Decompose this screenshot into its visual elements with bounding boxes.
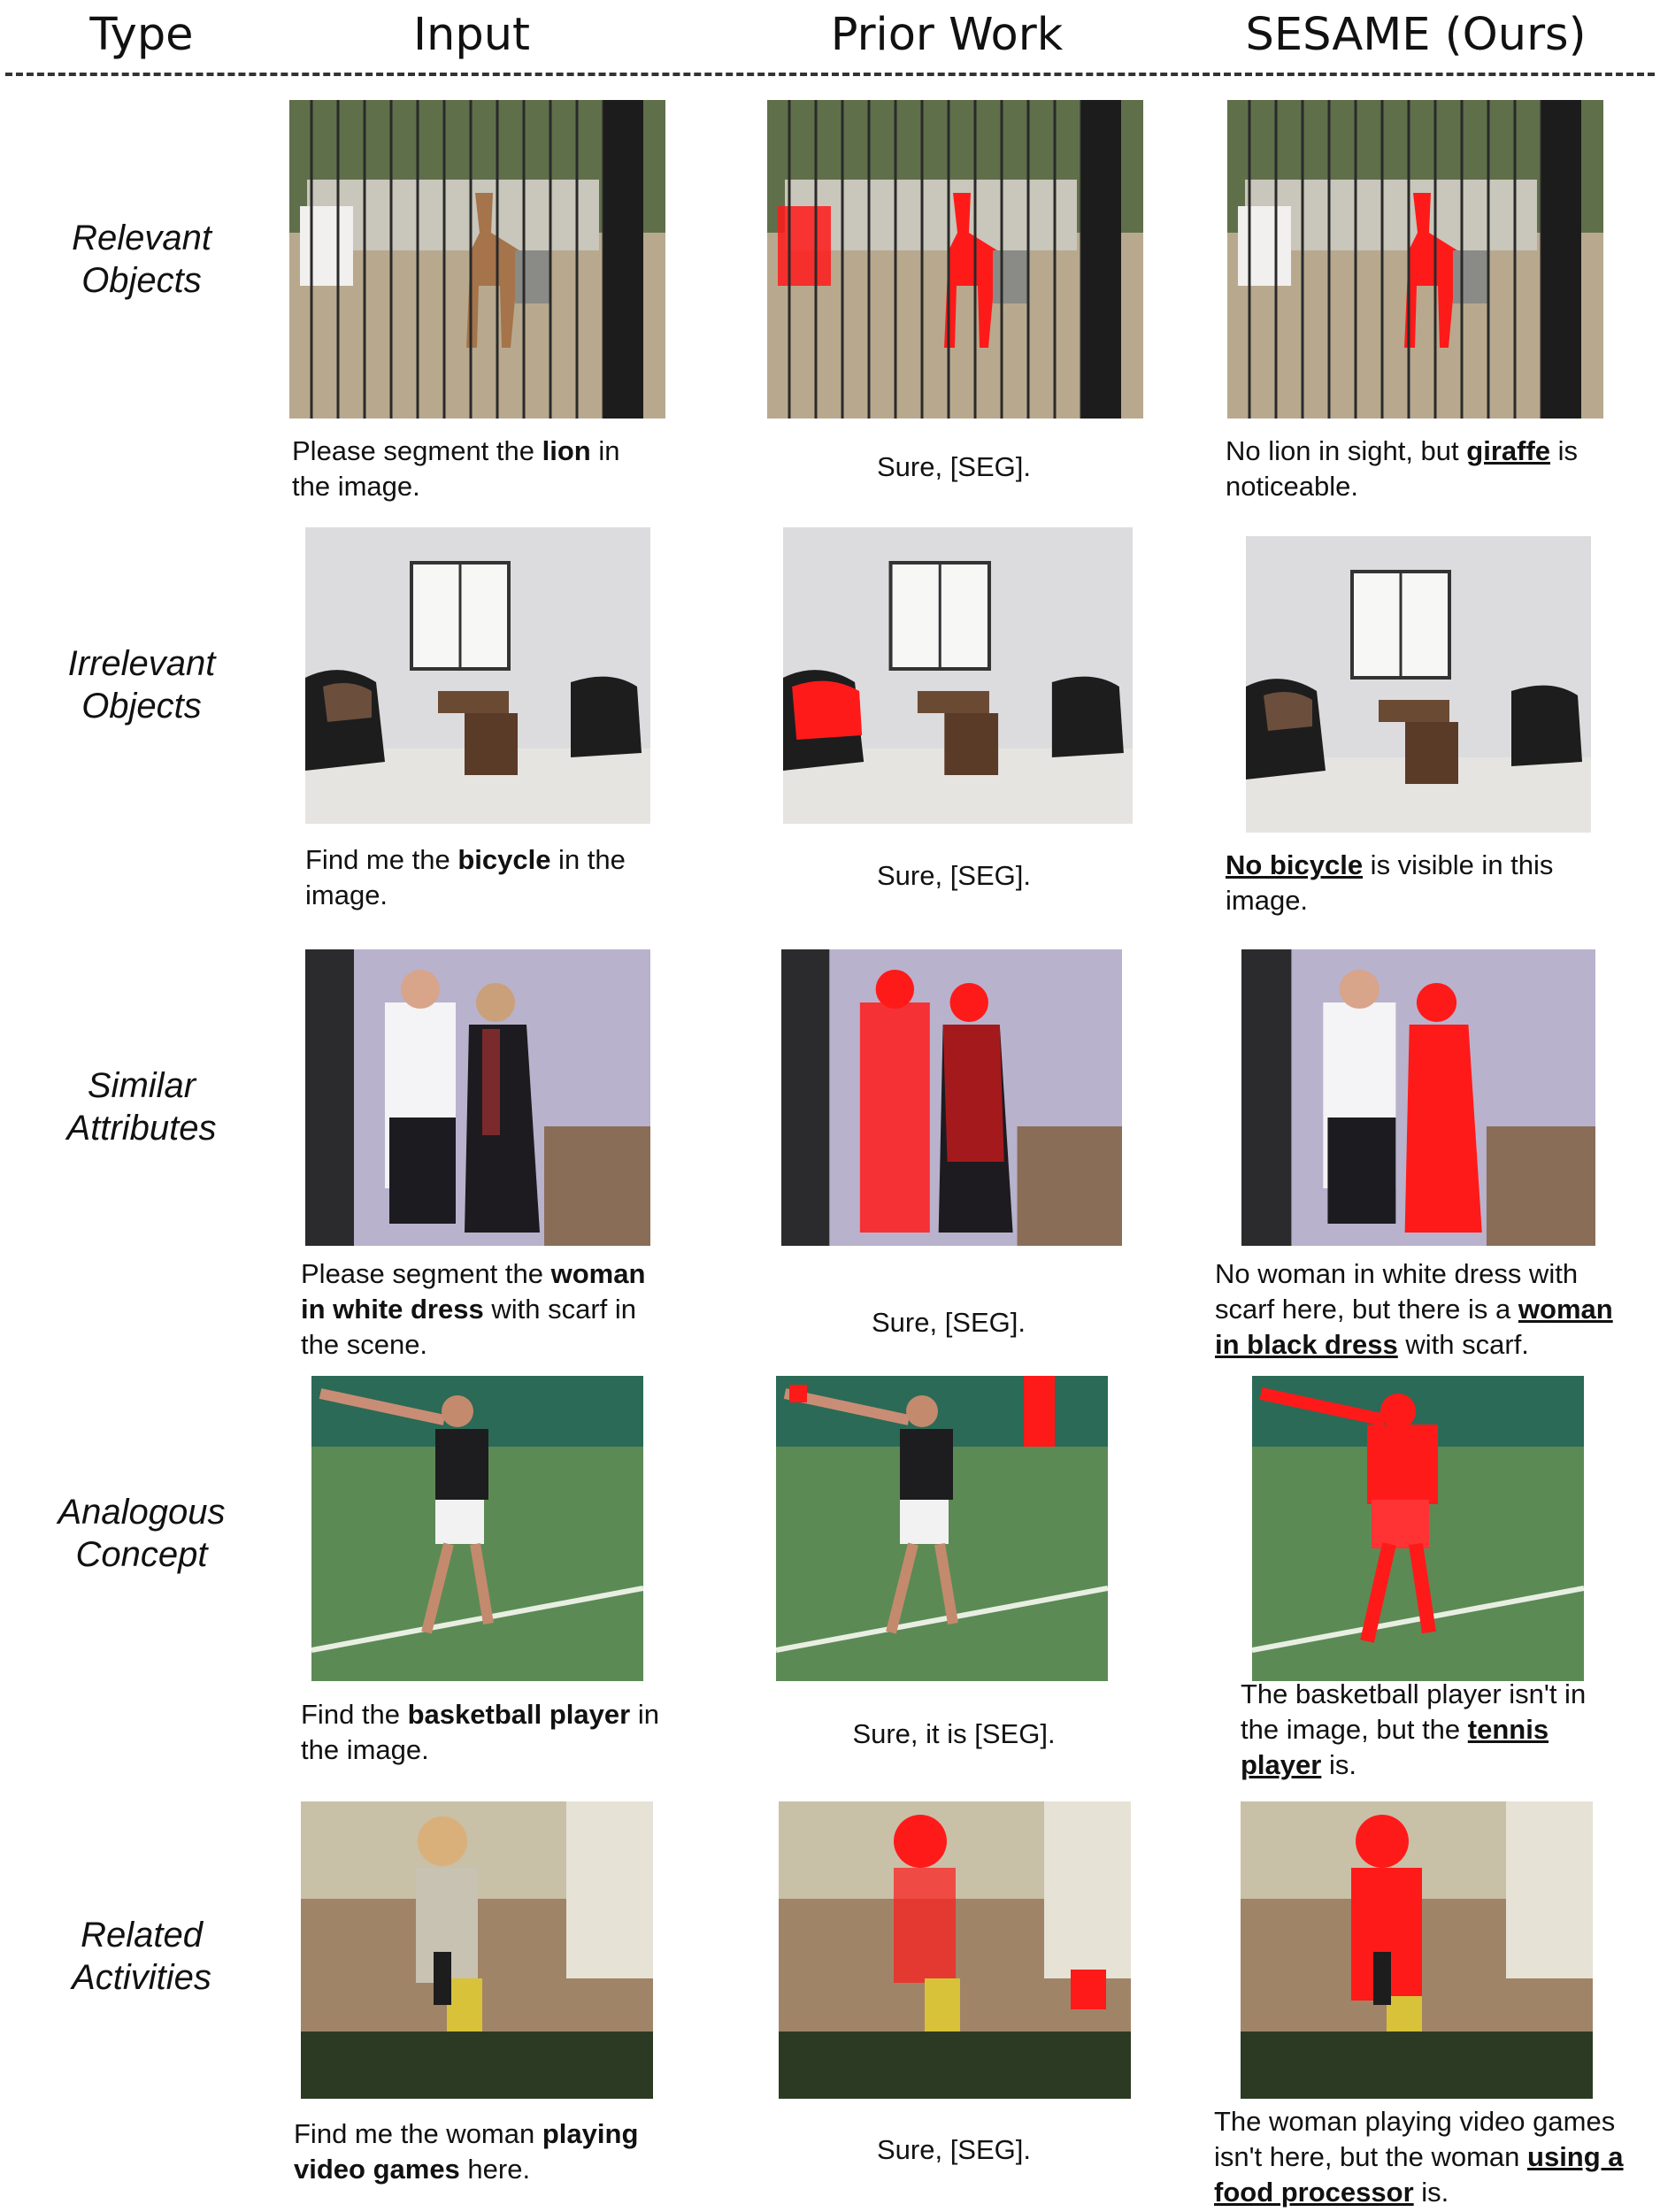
type-label-analogous-concept: Analogous Concept <box>58 1493 226 1574</box>
image-ours-room <box>1246 536 1591 833</box>
header-sesame-ours: SESAME (Ours) <box>1245 9 1587 61</box>
type-label-similar-attributes: Similar Attributes <box>66 1066 217 1148</box>
caption-input-relevant: Please segment the lion in the image. <box>292 435 620 502</box>
caption-ours-similar: No woman in white dress with scarf here,… <box>1215 1258 1613 1360</box>
image-ours-giraffe <box>1227 100 1603 419</box>
image-ours-couple <box>1241 949 1595 1246</box>
header-type: Type <box>89 9 194 61</box>
type-label-irrelevant-objects: Irrelevant Objects <box>67 644 216 726</box>
header-prior-work: Prior Work <box>830 9 1064 61</box>
type-label-relevant-objects: Relevant Objects <box>72 219 211 300</box>
caption-input-irrelevant: Find me the bicycle in the image. <box>305 844 626 910</box>
caption-input-related: Find me the woman playing video games he… <box>294 2118 639 2185</box>
image-input-kitchen <box>301 1801 653 2099</box>
caption-prior-irrelevant: Sure, [SEG]. <box>876 860 1031 891</box>
caption-ours-irrelevant: No bicycle is visible in this image. <box>1226 849 1554 916</box>
image-prior-room <box>783 527 1133 824</box>
caption-input-analogous: Find the basketball player in the image. <box>301 1699 659 1765</box>
image-prior-kitchen <box>779 1801 1131 2099</box>
image-prior-giraffe <box>767 100 1143 419</box>
image-prior-tennis <box>776 1376 1108 1681</box>
image-input-couple <box>305 949 650 1246</box>
caption-prior-relevant: Sure, [SEG]. <box>876 451 1031 482</box>
image-input-giraffe <box>289 100 665 419</box>
image-input-tennis <box>311 1376 643 1681</box>
caption-prior-similar: Sure, [SEG]. <box>871 1307 1026 1338</box>
header-input: Input <box>412 9 531 61</box>
caption-ours-relevant: No lion in sight, but giraffe is noticea… <box>1226 435 1579 502</box>
caption-prior-analogous: Sure, it is [SEG]. <box>852 1718 1056 1749</box>
image-input-room <box>305 527 650 824</box>
caption-ours-related: The woman playing video games isn't here… <box>1214 2106 1624 2208</box>
type-label-related-activities: Related Activities <box>72 1916 211 1997</box>
image-prior-couple <box>781 949 1122 1246</box>
caption-ours-analogous: The basketball player isn't in the image… <box>1241 1678 1587 1780</box>
header-divider <box>5 73 1655 76</box>
image-ours-kitchen <box>1241 1801 1593 2099</box>
image-ours-tennis <box>1252 1376 1584 1681</box>
caption-prior-related: Sure, [SEG]. <box>876 2134 1031 2165</box>
caption-input-similar: Please segment the woman in white dress … <box>301 1258 646 1360</box>
